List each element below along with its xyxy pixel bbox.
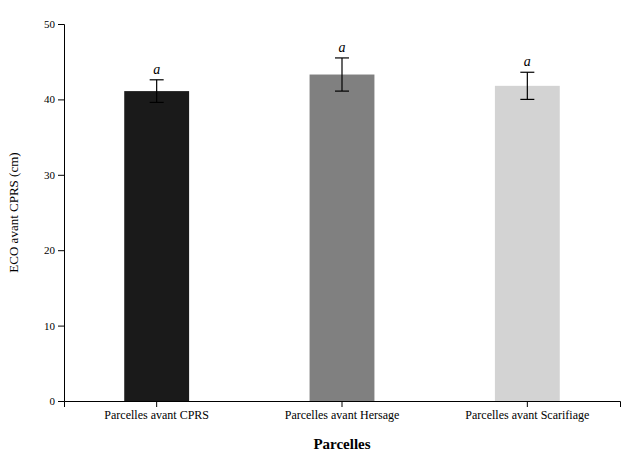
error-bar-cap xyxy=(150,102,164,103)
y-tick-mark xyxy=(58,99,64,100)
error-bar-cap xyxy=(520,99,534,100)
y-tick: 20 xyxy=(44,244,64,256)
error-bar-stem xyxy=(341,58,342,91)
y-axis-title: ECO avant CPRS (cm) xyxy=(6,152,21,272)
y-tick-mark xyxy=(58,175,64,176)
chart-svg: 01020304050Parcelles avant CPRSParcelles… xyxy=(0,0,640,465)
bar xyxy=(310,75,375,401)
y-tick-mark xyxy=(58,401,64,402)
y-tick-mark xyxy=(58,326,64,327)
x-tick-label: Parcelles avant Hersage xyxy=(285,408,400,422)
error-bar-cap xyxy=(520,72,534,73)
y-tick-mark xyxy=(58,250,64,251)
error-bar-stem xyxy=(527,72,528,99)
x-tick: Parcelles avant CPRS xyxy=(104,401,209,422)
x-axis-line xyxy=(65,402,621,408)
error-bar xyxy=(335,58,349,91)
bar xyxy=(495,86,560,401)
error-bar-cap xyxy=(335,57,349,58)
error-bar-cap xyxy=(335,91,349,92)
x-axis: Parcelles avant CPRS Parcelles avant Hers… xyxy=(65,401,621,422)
y-tick-label: 50 xyxy=(44,18,56,30)
error-bar-cap xyxy=(150,79,164,80)
y-tick: 10 xyxy=(44,320,64,332)
significance-label: a xyxy=(339,40,346,55)
y-tick-label: 0 xyxy=(50,395,56,407)
y-tick-label: 40 xyxy=(44,93,56,105)
x-tick-mark xyxy=(342,401,343,407)
plot-area: 01020304050Parcelles avant CPRSParcelles… xyxy=(44,18,621,422)
x-axis-title: Parcelles xyxy=(313,436,370,452)
y-tick: 50 xyxy=(44,18,64,30)
chart-container: 01020304050Parcelles avant CPRSParcelles… xyxy=(0,0,640,465)
marks xyxy=(124,58,560,401)
y-tick-label: 20 xyxy=(44,244,56,256)
x-tick-label: Parcelles avant Scarifiage xyxy=(465,408,589,422)
significance-label: a xyxy=(153,62,160,77)
error-bar xyxy=(150,80,164,103)
annotations: a a a xyxy=(153,40,531,77)
error-bar-stem xyxy=(156,80,157,103)
y-tick-label: 10 xyxy=(44,320,56,332)
y-tick-mark xyxy=(58,24,64,25)
x-tick: Parcelles avant Scarifiage xyxy=(465,401,589,422)
y-axis-line xyxy=(58,25,65,402)
y-tick: 30 xyxy=(44,169,64,181)
error-bar xyxy=(520,72,534,99)
x-tick-mark xyxy=(527,401,528,407)
significance-label: a xyxy=(524,54,531,69)
y-tick-label: 30 xyxy=(44,169,56,181)
x-tick: Parcelles avant Hersage xyxy=(285,401,400,422)
y-axis: 0 10 20 30 40 50 xyxy=(44,18,65,407)
x-tick-mark xyxy=(156,401,157,407)
y-tick: 40 xyxy=(44,93,64,105)
y-tick: 0 xyxy=(50,395,65,407)
bar xyxy=(124,91,189,401)
x-tick-label: Parcelles avant CPRS xyxy=(104,408,209,422)
